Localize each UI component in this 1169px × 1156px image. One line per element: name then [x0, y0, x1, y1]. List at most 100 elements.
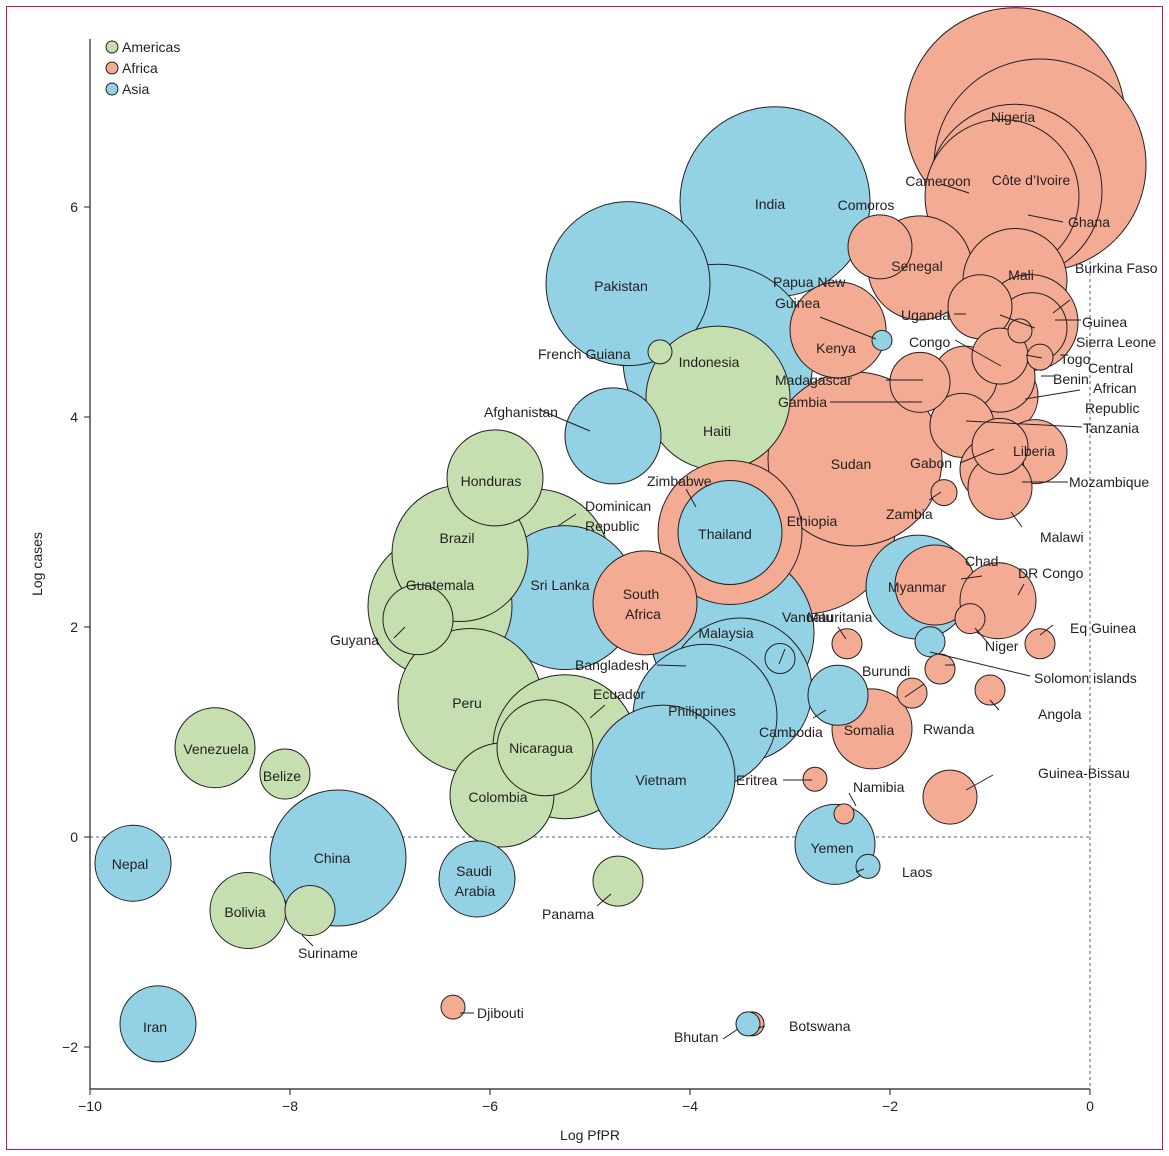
label-saudi-arabia: Arabia — [455, 883, 496, 899]
legend-label-asia: Asia — [122, 81, 149, 97]
x-tick-label: 0 — [1086, 1098, 1094, 1114]
label-guinea-bissau: Guinea-Bissau — [1038, 765, 1130, 781]
label-tanzania: Tanzania — [1083, 420, 1139, 436]
x-tick-label: −2 — [882, 1098, 898, 1114]
label-ethiopia: Ethiopia — [787, 513, 838, 529]
bubble-cambodia — [807, 664, 869, 726]
leader-line — [960, 575, 983, 580]
bubble-eq-guinea — [1024, 628, 1056, 660]
label-pakistan: Pakistan — [594, 278, 648, 294]
label-eritrea: Eritrea — [736, 772, 777, 788]
label-nigeria: Nigeria — [991, 109, 1036, 125]
label-brazil: Brazil — [439, 530, 474, 546]
label-cameroon: Cameroon — [905, 173, 970, 189]
leader-line — [539, 409, 591, 432]
bubble-labels: Nigeria Côte d’Ivoire Cameroon Ghana India Co… — [112, 109, 1158, 1045]
label-laos: Laos — [902, 864, 932, 880]
label-namibia: Namibia — [853, 779, 905, 795]
legend-label-americas: Americas — [122, 39, 180, 55]
leader-line — [301, 934, 314, 947]
label-guyana: Guyana — [330, 632, 379, 648]
label-thailand: Thailand — [698, 526, 752, 542]
label-guinea: Guinea — [1082, 314, 1127, 330]
leader-line — [722, 1028, 739, 1040]
label-south-africa: South — [623, 586, 660, 602]
leader-line — [1027, 214, 1064, 223]
label-burkina-faso: Burkina Faso — [1075, 260, 1158, 276]
legend-label-africa: Africa — [122, 60, 158, 76]
legend-swatch-asia — [105, 82, 119, 96]
bubble-belize — [259, 748, 311, 800]
bubbles — [94, 7, 1147, 1063]
leader-line — [1024, 389, 1081, 400]
label-colombia: Colombia — [468, 789, 527, 805]
x-tick-label: −8 — [282, 1098, 298, 1114]
label-c-te-d-ivoire: Côte d’Ivoire — [992, 172, 1071, 188]
label-zambia: Zambia — [886, 506, 933, 522]
x-tick-label: −4 — [682, 1098, 698, 1114]
label-french-guiana: French Guiana — [538, 346, 631, 362]
label-papua-new-guinea: Papua New — [773, 274, 846, 290]
bubble-rwanda — [896, 677, 928, 709]
leader-line — [1052, 299, 1071, 314]
label-honduras: Honduras — [461, 473, 522, 489]
label-cambodia: Cambodia — [759, 724, 823, 740]
leader-line — [685, 488, 697, 508]
leader-line — [812, 709, 827, 719]
leader-line — [589, 704, 606, 719]
leader-line — [989, 699, 1000, 711]
bubble-south-africa — [592, 550, 698, 656]
bubble-nepal — [94, 824, 172, 902]
y-tick-label: 2 — [70, 619, 78, 635]
label-nepal: Nepal — [112, 856, 149, 872]
label-angola: Angola — [1038, 706, 1082, 722]
label-gambia: Gambia — [778, 394, 827, 410]
leader-line — [904, 683, 925, 698]
y-tick-label: 0 — [70, 829, 78, 845]
label-central-african-republic: African — [1093, 380, 1137, 396]
bubble-saudi-arabia — [438, 840, 516, 918]
bubble-vietnam — [590, 704, 736, 850]
label-malawi: Malawi — [1040, 529, 1084, 545]
label-congo: Congo — [909, 334, 950, 350]
bubble-yemen — [794, 803, 876, 885]
legend-swatch-americas — [105, 40, 119, 54]
leader-line — [1017, 583, 1025, 596]
label-bhutan: Bhutan — [674, 1029, 718, 1045]
label-zimbabwe: Zimbabwe — [647, 473, 712, 489]
label-nicaragua: Nicaragua — [509, 740, 573, 756]
label-india: India — [755, 196, 786, 212]
leader-lines — [301, 183, 1083, 1040]
y-tick-label: 6 — [70, 199, 78, 215]
bubble-vanuatu — [764, 643, 796, 674]
bubble-venezuela — [174, 707, 256, 789]
label-vietnam: Vietnam — [635, 772, 686, 788]
label-vanuatu: Vanuatu — [782, 609, 833, 625]
y-axis-title: Log cases — [29, 532, 45, 596]
label-venezuela: Venezuela — [183, 741, 249, 757]
label-iran: Iran — [143, 1019, 167, 1035]
label-gabon: Gabon — [910, 455, 952, 471]
leader-line — [974, 627, 989, 644]
label-suriname: Suriname — [298, 945, 358, 961]
leader-line — [837, 626, 847, 640]
bubble-gabon — [971, 417, 1029, 475]
leader-line — [954, 339, 1002, 367]
bubble-burundi — [924, 653, 956, 685]
leader-line — [848, 792, 857, 807]
label-ghana: Ghana — [1068, 214, 1110, 230]
leader-line — [778, 648, 786, 665]
leader-line — [757, 1025, 766, 1029]
label-philippines: Philippines — [668, 703, 736, 719]
bubble-french-guiana — [647, 339, 673, 365]
leader-line — [596, 893, 612, 907]
bubble-namibia — [833, 803, 855, 825]
bubble-afghanistan — [564, 387, 662, 485]
leader-line — [940, 183, 970, 194]
label-niger: Niger — [985, 638, 1019, 654]
label-mozambique: Mozambique — [1069, 474, 1149, 490]
axes: −10 −8 −6 −4 −2 0 −2 0 2 4 6 Log PfPR Log cases — [29, 39, 1094, 1143]
leader-line — [965, 420, 1083, 428]
label-haiti: Haiti — [703, 423, 731, 439]
label-rwanda: Rwanda — [923, 721, 975, 737]
